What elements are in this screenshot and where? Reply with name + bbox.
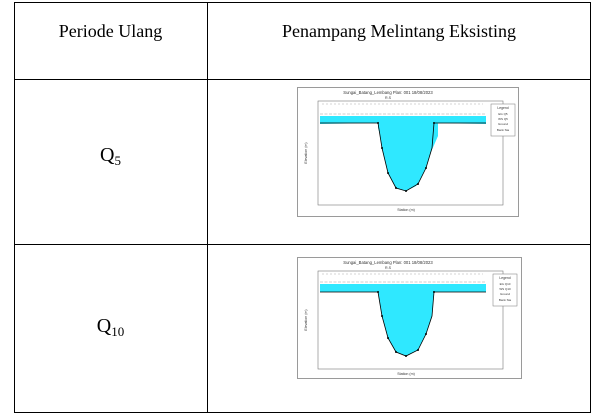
plot-frame bbox=[317, 100, 504, 206]
ground-point bbox=[377, 122, 379, 124]
table-border-top bbox=[14, 2, 591, 3]
figure-title: Sungai_Batang_Lembang Plan: 001 18/08/20… bbox=[343, 260, 433, 265]
legend-box bbox=[492, 273, 518, 307]
legend-item-bank: Bank Sta bbox=[497, 128, 510, 132]
period-subscript: 10 bbox=[111, 324, 125, 339]
ground-point bbox=[425, 167, 427, 169]
ground-point bbox=[387, 337, 389, 339]
water-body bbox=[320, 284, 486, 356]
table-border-bottom bbox=[14, 412, 591, 413]
legend-item-ground: Ground bbox=[500, 292, 510, 296]
ground-point bbox=[381, 147, 383, 149]
ground-point bbox=[417, 349, 419, 351]
legend-item-eg: EG Q10 bbox=[500, 282, 511, 286]
cross-section-figure-q5: Sungai_Batang_Lembang Plan: 001 18/08/20… bbox=[297, 87, 519, 217]
water-body bbox=[320, 116, 486, 191]
period-label-q10: Q10 bbox=[14, 315, 207, 343]
cross-section-chart: Sungai_Batang_Lembang Plan: 001 18/08/20… bbox=[304, 90, 516, 212]
legend-item-bank: Bank Sta bbox=[499, 298, 512, 302]
ground-point bbox=[381, 315, 383, 317]
table-column-divider bbox=[207, 2, 208, 413]
plot-frame bbox=[317, 270, 504, 370]
y-axis-label: Elevation (m) bbox=[304, 309, 308, 330]
legend-title: Legend bbox=[497, 106, 508, 110]
figure-subtitle: R.S bbox=[385, 96, 392, 100]
water-surface-area bbox=[320, 116, 486, 191]
x-axis-label: Station (m) bbox=[397, 208, 415, 212]
ground-point bbox=[395, 187, 397, 189]
period-main: Q bbox=[100, 144, 115, 166]
legend-title: Legend bbox=[499, 276, 510, 280]
ground-point bbox=[425, 333, 427, 335]
data-table: Periode Ulang Penampang Melintang Eksist… bbox=[14, 2, 591, 413]
period-label-q5: Q5 bbox=[14, 144, 207, 172]
figure-title: Sungai_Batang_Lembang Plan: 001 18/08/20… bbox=[343, 90, 433, 95]
period-subscript: 5 bbox=[114, 153, 121, 168]
header-periode-ulang: Periode Ulang bbox=[58, 21, 163, 41]
legend-item-ws: WS Q5 bbox=[498, 117, 508, 121]
ground-point bbox=[433, 122, 435, 124]
y-axis-label: Elevation (m) bbox=[304, 142, 308, 163]
table-row-divider bbox=[14, 244, 591, 245]
ground-point bbox=[433, 291, 435, 293]
period-main: Q bbox=[96, 315, 112, 337]
ground-point bbox=[405, 355, 407, 357]
figure-subtitle: R.S bbox=[385, 266, 392, 270]
cross-section-chart: Sungai_Batang_Lembang Plan: 001 18/08/20… bbox=[304, 260, 518, 376]
x-axis-label: Station (m) bbox=[397, 372, 415, 376]
legend-box bbox=[490, 103, 516, 137]
ground-point bbox=[377, 291, 379, 293]
legend-item-ws: WS Q10 bbox=[499, 287, 511, 291]
ground-point bbox=[405, 190, 407, 192]
table-border-right bbox=[590, 2, 591, 413]
table-border-left bbox=[14, 2, 15, 413]
header-penampang-melintang: Penampang Melintang Eksisting bbox=[282, 21, 516, 41]
table-row-divider bbox=[14, 79, 591, 80]
ground-point bbox=[387, 172, 389, 174]
ground-point bbox=[417, 183, 419, 185]
legend-item-eg: EG Q5 bbox=[498, 112, 508, 116]
cross-section-figure-q10: Sungai_Batang_Lembang Plan: 001 18/08/20… bbox=[297, 257, 522, 379]
legend-item-ground: Ground bbox=[498, 122, 508, 126]
ground-point bbox=[395, 351, 397, 353]
